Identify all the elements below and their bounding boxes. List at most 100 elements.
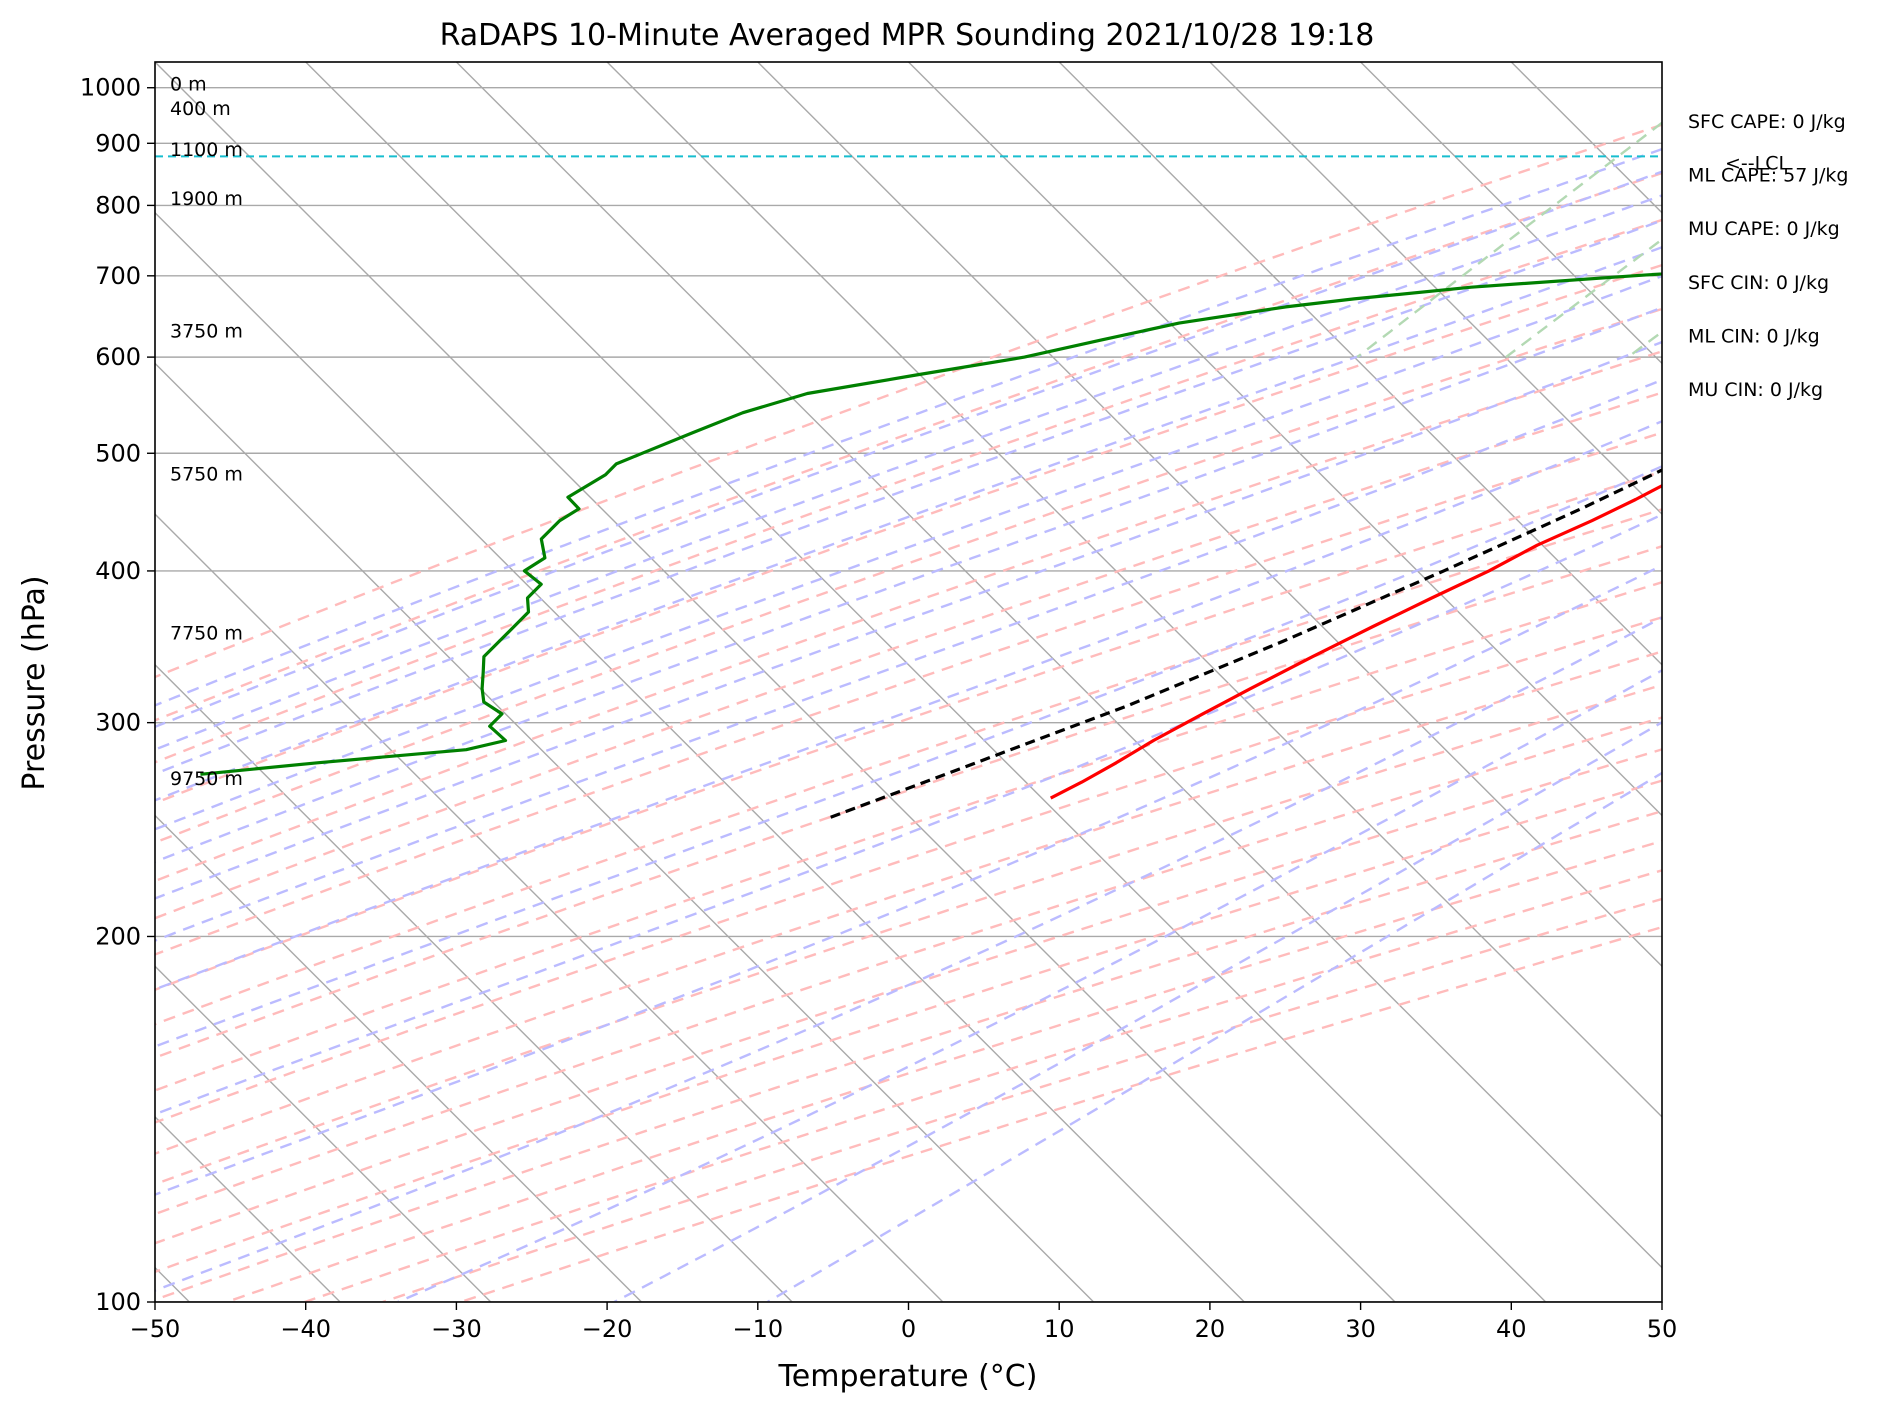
dry-adiabat-line (155, 218, 1662, 764)
isotherm-line (1510, 62, 1662, 214)
moist-adiabat-line (155, 274, 1662, 831)
isotherm-line (305, 62, 1547, 1302)
moist-adiabat-line (155, 194, 1662, 751)
x-tick-label: 40 (1496, 1315, 1527, 1343)
y-tick-label: 600 (95, 343, 141, 371)
isotherm-line (155, 814, 642, 1302)
moist-adiabat-line (766, 771, 1662, 1302)
moist-adiabat-line (613, 720, 1662, 1302)
dry-adiabat-line (155, 431, 1662, 956)
y-tick-label: 500 (95, 439, 141, 467)
axis-ticks: −50 −40 −30 −20 −10 0 10 20 30 40 50 100 200 300 400 50… (80, 74, 1677, 1343)
height-label: 3750 m (170, 321, 243, 343)
dry-adiabat-line (155, 650, 1662, 1155)
index-label: SFC CAPE: 0 J/kg (1688, 111, 1846, 133)
height-label: 1900 m (170, 188, 243, 210)
x-tick-label: −50 (130, 1315, 181, 1343)
dry-adiabat-line (155, 350, 1662, 883)
y-tick-label: 200 (95, 922, 141, 950)
index-label: ML CAPE: 57 J/kg (1688, 165, 1848, 187)
x-tick-label: −10 (732, 1315, 783, 1343)
x-tick-label: 10 (1044, 1315, 1075, 1343)
dry-adiabat-line (460, 925, 1662, 1302)
isotherm-line (1360, 62, 1662, 365)
x-tick-label: 20 (1195, 1315, 1226, 1343)
height-label: 9750 m (170, 768, 243, 790)
dry-adiabat-line (155, 307, 1662, 844)
mixing-ratio-line (1505, 237, 1662, 359)
index-label: ML CIN: 0 J/kg (1688, 325, 1820, 347)
x-tick-label: 30 (1345, 1315, 1376, 1343)
y-tick-label: 400 (95, 557, 141, 585)
sounding-lines (200, 272, 1662, 821)
y-tick-label: 700 (95, 262, 141, 290)
dry-adiabat-line (155, 171, 1662, 722)
dry-adiabat-line (155, 716, 1662, 1216)
height-label: 7750 m (170, 622, 243, 644)
dewpoint-series-line (200, 272, 1662, 776)
isotherm-line (1813, 62, 1885, 1302)
moist-adiabat-line (155, 147, 1662, 707)
height-label: 0 m (170, 74, 207, 96)
y-tick-label: 1000 (80, 74, 141, 102)
dry-adiabat-line (155, 683, 1662, 1186)
y-tick-label: 100 (95, 1288, 141, 1316)
x-tick-label: −40 (280, 1315, 331, 1343)
moist-adiabat-line (155, 170, 1662, 729)
x-tick-label: −30 (431, 1315, 482, 1343)
lcl-layer: <--LCL (155, 152, 1789, 174)
dry-adiabat-line (155, 545, 1662, 1059)
isotherm-line (908, 62, 1662, 817)
lcl-label: <--LCL (1725, 152, 1789, 174)
y-axis-label: Pressure (hPa) (17, 575, 52, 790)
background-lines (155, 62, 1885, 1302)
moist-adiabat-line (155, 219, 1662, 776)
isotherm-line (155, 513, 944, 1302)
isotherm-line (1058, 62, 1662, 666)
dry-adiabat-line (155, 263, 1662, 805)
height-label: 400 m (170, 98, 231, 120)
dry-adiabat-line (155, 470, 1662, 992)
moist-adiabat-line (397, 669, 1662, 1302)
isotherm-line (1209, 62, 1662, 516)
moist-adiabat-line (155, 378, 1662, 942)
index-label: MU CIN: 0 J/kg (1688, 379, 1823, 401)
y-tick-label: 800 (95, 191, 141, 219)
dry-adiabat-line (155, 508, 1662, 1026)
height-label: 1100 m (170, 139, 243, 161)
mixing-ratio-line (1627, 330, 1662, 359)
isotherm-line (155, 663, 793, 1302)
moist-adiabat-line (155, 340, 1662, 900)
moist-adiabat-line (155, 306, 1662, 864)
indices-panel: SFC CAPE: 0 J/kg ML CAPE: 57 J/kg MU CAPE:… (1688, 111, 1848, 401)
isotherm-line (155, 62, 1396, 1302)
height-labels: 9750 m 7750 m 5750 m 3750 m 1900 m 1100 m 400 … (170, 74, 243, 791)
dry-adiabat-line (155, 391, 1662, 920)
isotherm-line (155, 965, 492, 1302)
moist-adiabat-line (155, 513, 1662, 1116)
isotherm-line (1661, 62, 1662, 63)
x-tick-label: 50 (1647, 1315, 1678, 1343)
dry-adiabat-line (155, 581, 1662, 1092)
moist-adiabat-line (155, 419, 1662, 991)
mixing-ratio-line (1356, 121, 1662, 359)
moist-adiabat-line (155, 245, 1662, 802)
moist-adiabat-line (155, 465, 1662, 1048)
index-label: MU CAPE: 0 J/kg (1688, 218, 1840, 240)
temperature-series-line (1049, 483, 1662, 800)
mixing-ratio-line (1872, 62, 1885, 357)
x-tick-label: −20 (582, 1315, 633, 1343)
index-label: SFC CIN: 0 J/kg (1688, 272, 1829, 294)
x-tick-label: 0 (901, 1315, 916, 1343)
moist-adiabat-line (155, 564, 1662, 1196)
mixing-ratio-line (1759, 62, 1885, 357)
height-label: 5750 m (170, 464, 243, 486)
y-tick-label: 900 (95, 129, 141, 157)
dry-adiabat-line (155, 748, 1662, 1245)
dry-adiabat-line (155, 616, 1662, 1124)
isotherm-line (606, 62, 1662, 1118)
isotherm-line (455, 62, 1662, 1269)
isotherm-line (757, 62, 1662, 968)
dry-adiabat-line (226, 839, 1662, 1302)
